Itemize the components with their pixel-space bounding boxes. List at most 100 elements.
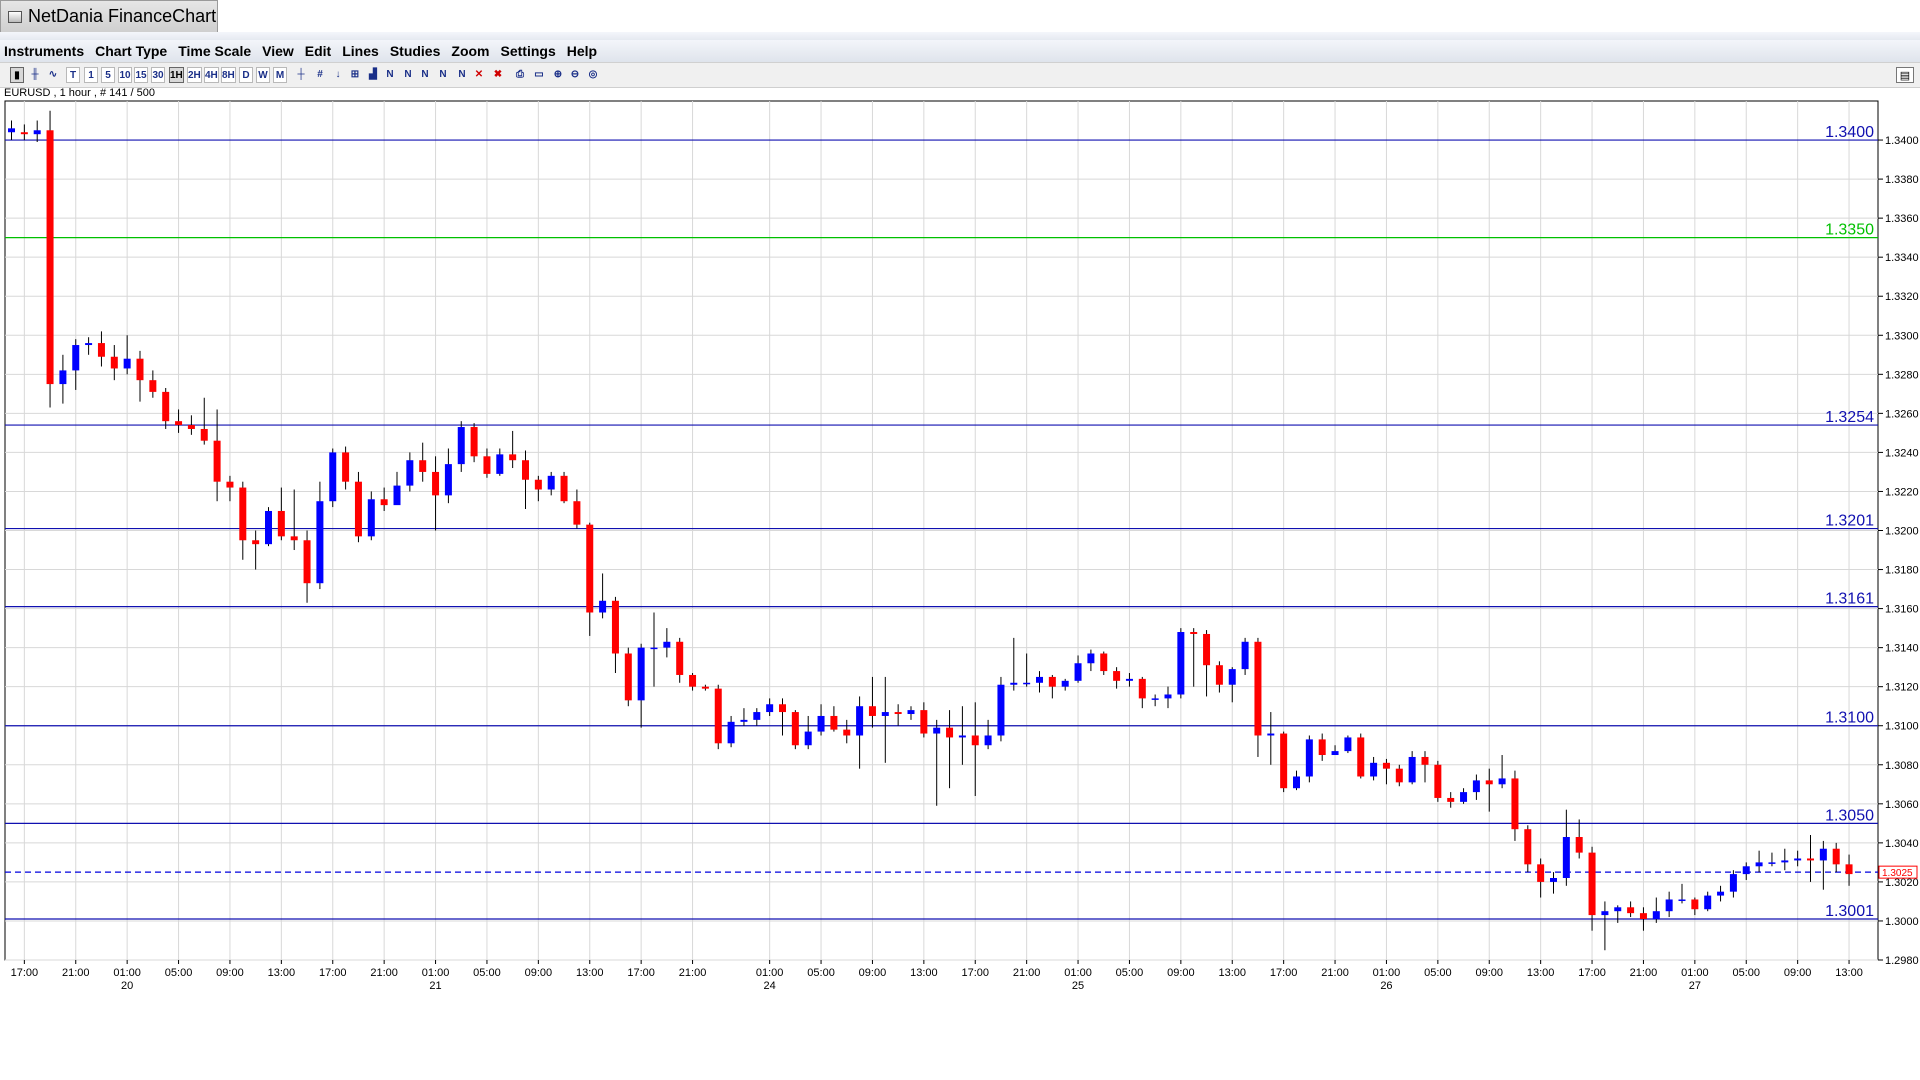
candle[interactable]	[1717, 885, 1725, 902]
timeframe-5-button[interactable]: 5	[101, 67, 115, 83]
candle[interactable]	[586, 522, 594, 636]
candle[interactable]	[342, 446, 350, 490]
timeframe-t-button[interactable]: T	[66, 67, 80, 83]
candle[interactable]	[611, 596, 619, 674]
candle[interactable]	[406, 452, 414, 492]
candle[interactable]	[1190, 628, 1198, 687]
candle[interactable]	[560, 471, 568, 504]
zoom-reset-icon[interactable]: ◎	[588, 69, 598, 80]
candle[interactable]	[1395, 764, 1403, 787]
candle[interactable]	[1344, 735, 1352, 754]
zoom-in-icon[interactable]: ⊕	[553, 69, 563, 80]
timeframe-d-button[interactable]: D	[239, 67, 253, 83]
candle[interactable]	[380, 487, 388, 511]
candle[interactable]	[85, 337, 93, 355]
candle[interactable]	[265, 507, 272, 547]
candle[interactable]	[1742, 862, 1750, 880]
candle[interactable]	[779, 698, 786, 736]
candle[interactable]	[1639, 907, 1647, 931]
crosshair-icon[interactable]: ┼	[297, 69, 305, 80]
candle[interactable]	[1293, 770, 1300, 791]
menu-edit[interactable]: Edit	[304, 43, 332, 59]
candle[interactable]	[1305, 735, 1313, 783]
candle[interactable]	[843, 719, 851, 744]
candle[interactable]	[72, 339, 80, 390]
timeframe-30-button[interactable]: 30	[151, 67, 165, 83]
candle[interactable]	[1691, 897, 1699, 916]
edit-lines-icon[interactable]: N	[458, 69, 466, 80]
candle[interactable]	[393, 471, 401, 506]
menu-view[interactable]: View	[262, 43, 294, 59]
candle[interactable]	[1023, 653, 1031, 687]
timeframe-1-button[interactable]: 1	[84, 67, 98, 83]
menu-help[interactable]: Help	[566, 43, 598, 59]
candle[interactable]	[1215, 661, 1223, 693]
candle[interactable]	[110, 345, 118, 381]
candle[interactable]	[419, 442, 427, 482]
candle[interactable]	[830, 706, 838, 732]
candle[interactable]	[1781, 848, 1789, 871]
candle[interactable]	[8, 120, 15, 141]
candle[interactable]	[303, 530, 311, 603]
candle[interactable]	[637, 643, 645, 728]
candle[interactable]	[1061, 678, 1069, 691]
menu-lines[interactable]: Lines	[342, 43, 379, 59]
candle[interactable]	[1472, 774, 1480, 800]
candle[interactable]	[20, 124, 28, 141]
candle[interactable]	[958, 706, 966, 765]
candle[interactable]	[971, 702, 979, 797]
candle[interactable]	[1807, 835, 1814, 882]
candle[interactable]	[1485, 768, 1493, 812]
toolbar-options-icon[interactable]: ▤	[1896, 67, 1914, 83]
trendline-icon[interactable]: N	[386, 69, 394, 80]
candle[interactable]	[1794, 850, 1802, 867]
candle[interactable]	[316, 481, 324, 590]
candle[interactable]	[457, 421, 465, 472]
candle[interactable]	[200, 397, 208, 445]
candle[interactable]	[1267, 712, 1275, 765]
line-chart-icon[interactable]: ∿	[48, 69, 58, 80]
fan-lines-icon[interactable]: N	[421, 69, 429, 80]
timeframe-1h-button[interactable]: 1H	[169, 67, 184, 83]
candle[interactable]	[290, 489, 298, 551]
candle[interactable]	[701, 684, 709, 691]
candle[interactable]	[791, 710, 799, 750]
timeframe-4h-button[interactable]: 4H	[204, 67, 219, 83]
candle[interactable]	[59, 354, 67, 404]
candle[interactable]	[33, 120, 41, 142]
candle[interactable]	[1408, 751, 1416, 785]
candle[interactable]	[1100, 651, 1108, 675]
menu-time-scale[interactable]: Time Scale	[178, 43, 252, 59]
candle[interactable]	[1588, 846, 1596, 931]
fibonacci-icon[interactable]: N	[439, 69, 447, 80]
print-preview-icon[interactable]: ▭	[534, 69, 544, 80]
candle[interactable]	[946, 710, 954, 789]
candle[interactable]	[1203, 630, 1211, 697]
candle[interactable]	[547, 471, 555, 496]
candle[interactable]	[470, 423, 478, 463]
bar-chart-icon[interactable]: ╫	[31, 69, 39, 80]
candle[interactable]	[920, 702, 928, 738]
candle[interactable]	[277, 487, 285, 541]
candle[interactable]	[1652, 897, 1660, 923]
scale-icon[interactable]: ⊞	[350, 69, 360, 80]
candle[interactable]	[1280, 731, 1288, 793]
candle[interactable]	[1010, 637, 1018, 691]
candle[interactable]	[1575, 819, 1583, 859]
candle[interactable]	[1614, 905, 1622, 923]
candle[interactable]	[1498, 755, 1506, 789]
candle[interactable]	[354, 471, 362, 543]
menu-settings[interactable]: Settings	[500, 43, 556, 59]
candle[interactable]	[1331, 745, 1339, 756]
candle[interactable]	[432, 456, 440, 531]
candle[interactable]	[1125, 673, 1133, 687]
delete-all-lines-icon[interactable]: ✖	[493, 69, 503, 80]
candle[interactable]	[1537, 858, 1545, 898]
candle[interactable]	[624, 647, 632, 707]
timeframe-8h-button[interactable]: 8H	[221, 67, 236, 83]
candle[interactable]	[1627, 901, 1635, 918]
candle[interactable]	[984, 719, 992, 750]
volume-icon[interactable]: ▟	[369, 69, 377, 80]
candle[interactable]	[1447, 792, 1455, 808]
candle[interactable]	[676, 637, 684, 683]
